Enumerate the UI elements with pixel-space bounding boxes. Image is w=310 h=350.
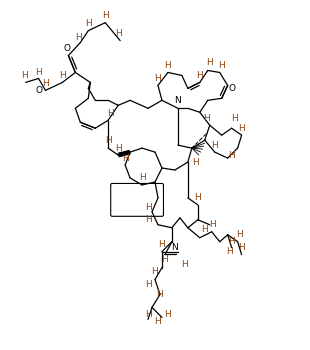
Text: O: O xyxy=(228,84,235,93)
Text: H: H xyxy=(157,290,163,299)
Text: H: H xyxy=(203,114,210,123)
Text: H: H xyxy=(122,154,129,163)
Text: H: H xyxy=(145,310,151,319)
Text: H: H xyxy=(228,150,235,160)
Text: H: H xyxy=(139,174,145,182)
Text: H: H xyxy=(236,230,243,239)
Text: H: H xyxy=(42,79,49,88)
Text: H: H xyxy=(155,317,162,326)
Text: N: N xyxy=(175,96,181,105)
Text: H: H xyxy=(211,141,218,150)
Text: H: H xyxy=(231,114,238,123)
Text: H: H xyxy=(181,260,188,269)
Text: H: H xyxy=(102,11,108,20)
Text: H: H xyxy=(209,220,216,229)
Text: H: H xyxy=(193,158,199,167)
Text: H: H xyxy=(35,68,42,77)
Text: H: H xyxy=(145,215,151,224)
Text: H: H xyxy=(75,33,82,42)
Text: H: H xyxy=(115,29,122,38)
Text: H: H xyxy=(115,144,122,153)
Text: H: H xyxy=(152,267,158,276)
Text: H: H xyxy=(206,58,213,67)
Text: H: H xyxy=(155,74,162,83)
Text: O: O xyxy=(64,44,71,53)
Text: H: H xyxy=(202,225,208,234)
Text: H: H xyxy=(238,124,245,133)
Text: H: H xyxy=(218,61,225,70)
Text: H: H xyxy=(85,19,92,28)
Text: H: H xyxy=(145,203,151,212)
Text: H: H xyxy=(165,61,171,70)
Text: O: O xyxy=(35,86,42,95)
Text: H: H xyxy=(159,240,165,249)
Text: H: H xyxy=(165,310,171,319)
Text: H: H xyxy=(105,136,112,145)
Text: H: H xyxy=(107,109,113,118)
Text: N: N xyxy=(171,243,178,252)
Text: H: H xyxy=(59,71,66,80)
Text: H: H xyxy=(228,237,235,246)
Text: H: H xyxy=(238,243,245,252)
Text: H: H xyxy=(197,71,203,80)
Text: H: H xyxy=(162,255,168,264)
Text: H: H xyxy=(226,247,233,256)
Text: H: H xyxy=(21,71,28,80)
Text: H: H xyxy=(145,280,151,289)
Text: H: H xyxy=(194,194,201,202)
